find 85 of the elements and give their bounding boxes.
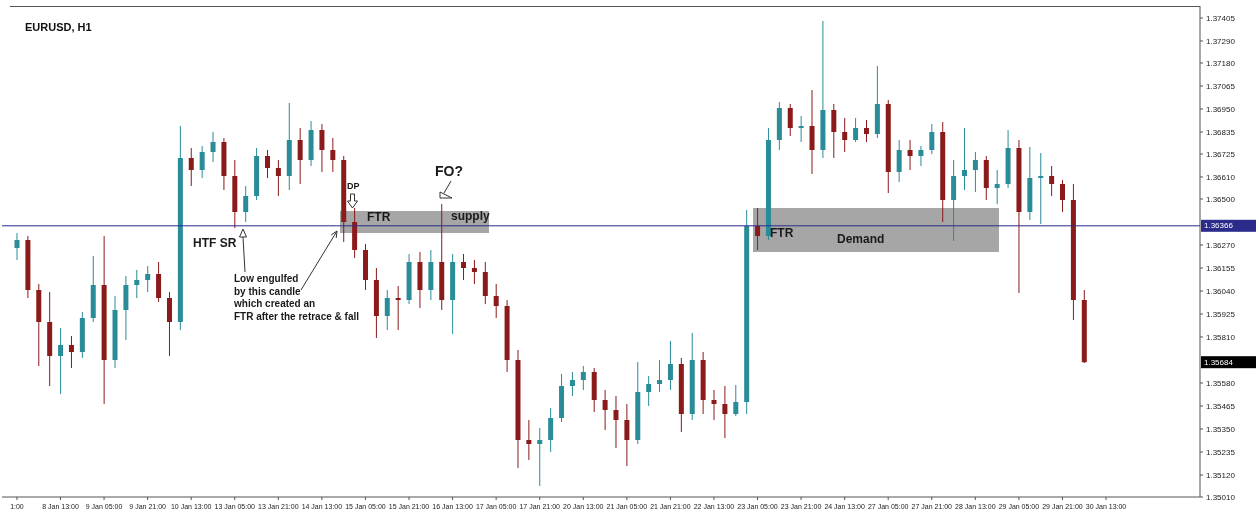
candlestick	[461, 253, 467, 281]
y-tick-label: 1.36270	[1206, 240, 1236, 250]
y-tick-label: 1.36835	[1206, 127, 1236, 137]
y-tick-label: 1.35925	[1206, 309, 1236, 319]
candlestick	[646, 375, 652, 407]
candlestick	[275, 159, 281, 197]
candlestick	[264, 149, 270, 179]
text: EURUSD, H1	[25, 21, 92, 33]
candlestick	[1060, 179, 1066, 213]
y-tick-label: 1.36040	[1206, 286, 1236, 296]
text: 1.35684	[1204, 357, 1234, 367]
y-tick-label: 1.36725	[1206, 149, 1236, 159]
candlestick	[755, 207, 761, 251]
candlestick	[918, 145, 924, 167]
y-tick-label: 1.35350	[1206, 424, 1236, 434]
candlestick	[395, 285, 401, 331]
y-tick-label: 1.37180	[1206, 58, 1236, 68]
candlestick	[1038, 152, 1044, 225]
annotation: HTF SR	[193, 236, 237, 250]
candlestick	[831, 103, 837, 159]
candlestick	[330, 137, 336, 173]
candlestick	[722, 385, 728, 439]
candlestick	[548, 407, 554, 453]
candlestick	[733, 384, 739, 417]
y-tick-label: 1.37065	[1206, 81, 1236, 91]
candlestick	[994, 169, 1000, 205]
y-tick-label: 1.35235	[1206, 447, 1236, 457]
candlestick	[863, 119, 869, 143]
candlestick	[471, 259, 477, 285]
y-tick-label: 1.36610	[1206, 172, 1236, 182]
candlestick	[384, 289, 390, 331]
candlestick	[842, 117, 848, 153]
candlestick	[14, 232, 20, 261]
y-tick-label: 1.36155	[1206, 263, 1236, 273]
candlestick	[569, 371, 575, 397]
candlestick	[537, 427, 543, 487]
candlestick	[199, 145, 205, 179]
candlestick	[929, 123, 935, 155]
candlestick	[188, 147, 194, 187]
candlestick	[297, 127, 303, 185]
candlestick	[853, 117, 859, 143]
candlestick	[1049, 165, 1055, 197]
candlestick	[482, 261, 488, 305]
y-tick-label: 1.36500	[1206, 194, 1236, 204]
y-tick-label: 1.37290	[1206, 36, 1236, 46]
annotation: FTR	[367, 210, 391, 224]
candlestick	[68, 335, 74, 369]
candlestick	[134, 269, 140, 299]
candlestick	[657, 359, 663, 393]
y-tick-label: 1.37405	[1206, 13, 1236, 23]
candlestick	[951, 159, 957, 242]
annotation: Demand	[837, 232, 885, 246]
candlestick	[166, 291, 172, 357]
candlestick	[787, 103, 793, 137]
candlestick	[493, 283, 499, 319]
candlestick	[613, 395, 619, 449]
candlestick	[896, 139, 902, 183]
candlestick	[602, 389, 608, 431]
y-tick-label: 1.35465	[1206, 401, 1236, 411]
candlestick	[809, 89, 815, 175]
ref-line-label: 1.36366	[1204, 221, 1234, 231]
candlestick	[58, 327, 64, 395]
candlestick	[526, 419, 532, 461]
candlestick	[156, 261, 162, 303]
candlestick	[243, 185, 249, 223]
candlestick	[972, 151, 978, 193]
candlestick	[319, 123, 325, 173]
y-tick-label: 1.35810	[1206, 332, 1236, 342]
y-tick-label: 1.35010	[1206, 492, 1236, 502]
candlestick	[962, 127, 967, 191]
candlestick	[798, 115, 804, 143]
annotation: FO?	[435, 163, 463, 179]
annotation: FTR	[770, 226, 794, 240]
candlestick	[145, 265, 151, 293]
candlestick	[624, 403, 630, 467]
annotation: DP	[347, 181, 360, 191]
candlestick	[711, 389, 717, 421]
candlestick	[210, 131, 216, 163]
candlestick	[667, 340, 673, 391]
y-tick-label: 1.35120	[1206, 470, 1236, 480]
candlestick	[907, 139, 913, 171]
annotation: Low engulfed by this candle which created an FTR after the retrace & fall	[233, 272, 360, 322]
y-tick-label: 1.36950	[1206, 104, 1236, 114]
y-tick-label: 1.35580	[1206, 378, 1236, 388]
candlestick	[580, 365, 586, 391]
